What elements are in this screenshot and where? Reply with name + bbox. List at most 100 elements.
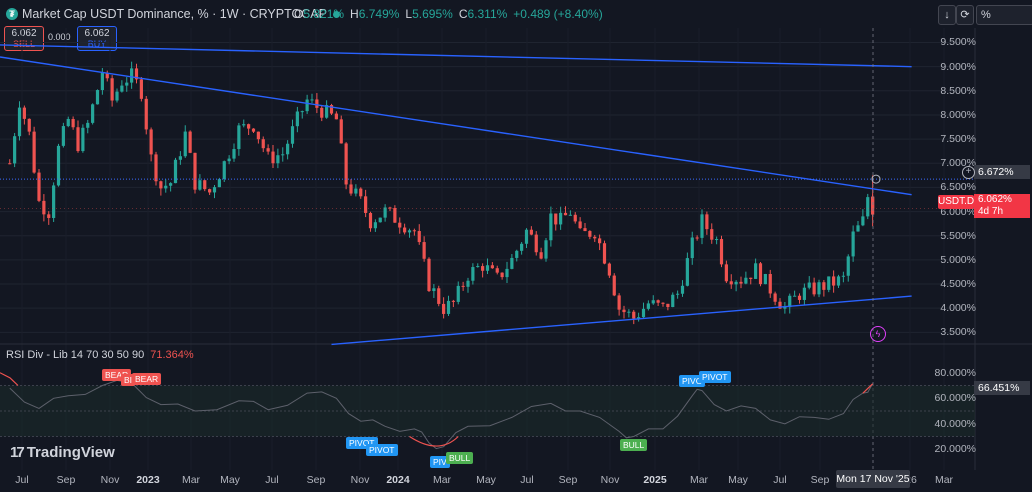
candle-body <box>749 277 753 279</box>
candle-body <box>471 267 475 281</box>
candle-body <box>105 72 109 79</box>
rsi-signal-pivot[interactable]: PIVOT <box>699 371 731 383</box>
sell-button[interactable]: 6.062 SELL <box>4 26 44 51</box>
candle-body <box>368 212 373 229</box>
rsi-signal-bull[interactable]: BULL <box>620 439 648 451</box>
price-tick-label: 8.500% <box>940 84 976 97</box>
candle-body <box>66 118 70 127</box>
buy-price: 6.062 <box>84 28 110 39</box>
chart-title[interactable]: Market Cap USDT Dominance, % · 1W · CRYP… <box>22 7 346 21</box>
candle-body <box>559 212 563 225</box>
time-tick-label: Mar <box>181 474 201 486</box>
bar-countdown: 4d 7h <box>978 206 1004 217</box>
rsi-current-segment <box>862 383 874 394</box>
candle-body <box>334 113 338 120</box>
candle-body <box>203 180 207 190</box>
ohlc-value: 6.311% <box>467 7 508 21</box>
candle-body <box>554 213 558 225</box>
price-tick-label: 9.500% <box>940 36 976 49</box>
rsi-signal-bear[interactable]: BEAR <box>132 373 162 385</box>
crosshair-date-tag: Mon 17 Nov '25 <box>836 470 910 488</box>
candle-body <box>851 231 855 257</box>
candle-body <box>388 207 392 209</box>
candle-body <box>159 181 163 189</box>
candle-body <box>403 227 407 233</box>
time-tick-label: Jul <box>773 474 787 486</box>
candle-body <box>237 125 241 150</box>
percent-scale-button[interactable]: % <box>976 5 1032 25</box>
candle-body <box>656 300 660 303</box>
rsi-signal-bull[interactable]: BULL <box>446 452 474 464</box>
candle-body <box>588 231 592 237</box>
price-tick-label: 5.500% <box>940 229 976 242</box>
time-tick-label: 2025 <box>643 474 667 486</box>
rsi-crosshair-tag: 66.451% <box>974 381 1030 395</box>
time-tick-label: 2023 <box>136 474 160 486</box>
candle-body <box>685 258 689 286</box>
time-tick-label: Sep <box>306 474 326 486</box>
candle-body <box>807 282 811 288</box>
bolt-icon[interactable]: ϟ <box>870 326 886 342</box>
candle-body <box>817 282 821 295</box>
sell-price: 6.062 <box>11 28 37 39</box>
rsi-tick-label: 20.000% <box>934 443 976 456</box>
candle-body <box>646 303 650 309</box>
candle-body <box>154 154 158 182</box>
candle-body <box>266 148 270 152</box>
candle-body <box>276 155 280 164</box>
symbol-logo-icon: ₮ <box>6 8 18 20</box>
market-status-icon <box>332 10 340 18</box>
rsi-tick-label: 40.000% <box>934 417 976 430</box>
candle-body <box>320 107 324 118</box>
candle-body <box>598 238 602 244</box>
price-tick-label: 8.000% <box>940 108 976 121</box>
refresh-icon[interactable]: ⟳ <box>956 5 974 25</box>
time-tick-label: Sep <box>810 474 830 486</box>
candle-body <box>520 243 524 251</box>
candle-body <box>427 258 431 292</box>
brand-name: TradingView <box>26 444 115 461</box>
candle-body <box>495 268 499 273</box>
candle-body <box>622 309 626 313</box>
rsi-tick-label: 80.000% <box>934 366 976 379</box>
candle-body <box>344 143 348 185</box>
candle-body <box>47 214 51 218</box>
tradingview-logo[interactable]: 17 TradingView <box>10 444 115 461</box>
candle-body <box>773 293 777 302</box>
candle-body <box>256 131 260 140</box>
current-price-tag: 6.062% 4d 7h <box>974 194 1030 218</box>
time-tick-label: Mar <box>934 474 954 486</box>
candle-body <box>822 282 826 290</box>
price-tick-label: 5.000% <box>940 253 976 266</box>
buy-label: BUY <box>87 39 107 49</box>
candle-body <box>593 236 597 239</box>
candle-body <box>783 307 787 309</box>
rsi-signal-pivot[interactable]: PIVO <box>679 375 706 387</box>
rsi-signal-bear[interactable]: BI <box>121 374 136 386</box>
candle-body <box>715 239 719 241</box>
rsi-signal-pivot[interactable]: PIV <box>430 456 450 468</box>
price-tick-label: 7.500% <box>940 133 976 146</box>
rsi-legend[interactable]: RSI Div - Lib 14 70 30 50 90 71.364% <box>6 349 194 361</box>
candle-body <box>534 234 538 253</box>
symbol-title[interactable]: Market Cap USDT Dominance, % · 1W · CRYP… <box>22 7 327 21</box>
candle-body <box>359 188 363 197</box>
candle-body <box>325 105 329 118</box>
rsi-signal-pivot[interactable]: PIVOT <box>366 444 398 456</box>
candle-body <box>373 222 377 229</box>
candle-body <box>300 111 304 113</box>
time-tick-label: May <box>476 474 496 486</box>
candle-body <box>841 275 845 277</box>
candle-body <box>793 295 797 297</box>
ohlc-key: L <box>405 7 413 21</box>
time-tick-label: Jul <box>265 474 279 486</box>
add-alert-icon[interactable]: + <box>962 166 975 179</box>
candle-body <box>27 118 31 132</box>
candle-body <box>169 183 173 186</box>
candle-body <box>607 263 611 276</box>
candle-body <box>568 214 572 216</box>
ohlc-value: 6.749% <box>358 7 400 21</box>
candle-body <box>271 151 275 164</box>
arrow-down-button[interactable]: ↓ <box>938 5 956 25</box>
